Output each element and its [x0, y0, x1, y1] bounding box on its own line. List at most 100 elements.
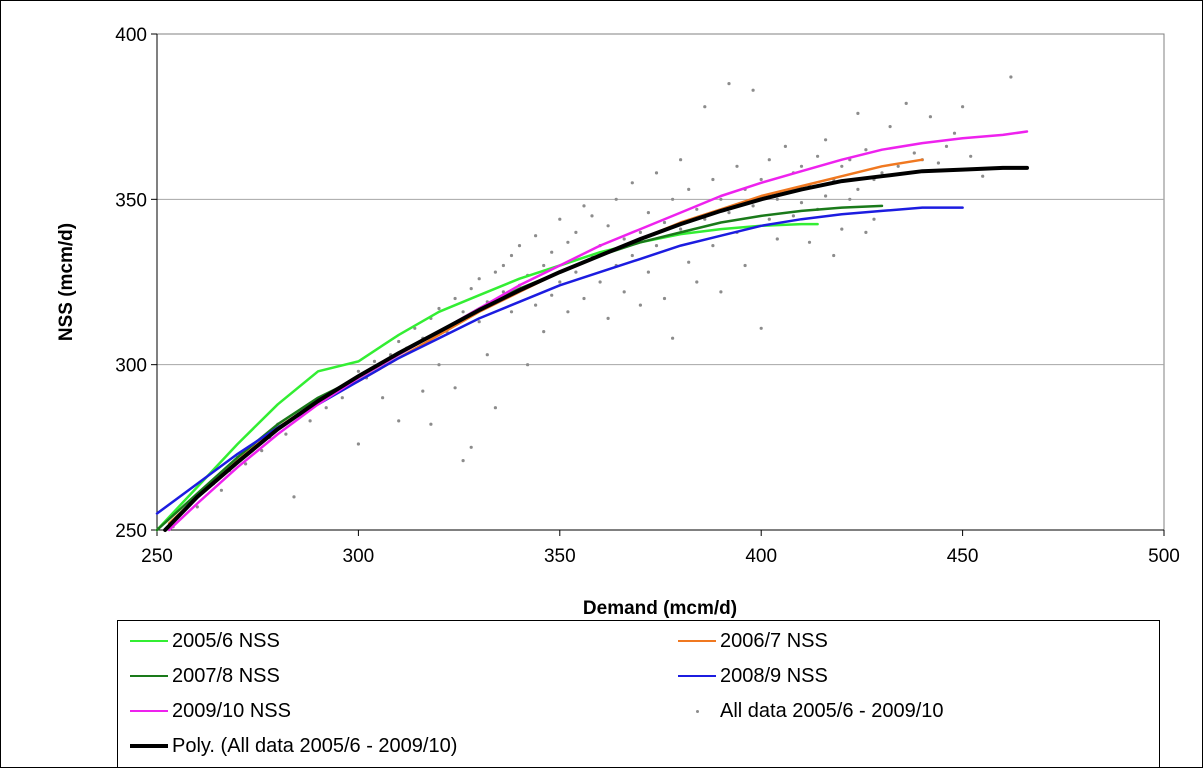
scatter-point [759, 326, 763, 330]
scatter-point [896, 164, 900, 168]
scatter-point [558, 217, 562, 221]
scatter-point [662, 220, 667, 225]
scatter-point [219, 488, 223, 492]
legend-label: All data 2005/6 - 2009/10 [720, 699, 944, 722]
scatter-point [622, 237, 626, 241]
scatter-point [372, 359, 377, 363]
legend-item-2009-10: 2009/10 NSS [130, 698, 291, 724]
scatter-point [526, 363, 530, 367]
scatter-point [638, 230, 643, 234]
scatter-point [799, 164, 804, 168]
scatter-point [654, 171, 659, 175]
scatter-point [671, 336, 675, 340]
scatter-point [751, 88, 755, 92]
x-tick-label-400: 400 [745, 546, 777, 567]
scatter-point [864, 148, 868, 152]
legend-item-2005-6: 2005/6 NSS [130, 628, 280, 654]
scatter-point [614, 197, 618, 201]
scatter-point [606, 316, 610, 320]
scatter-point [542, 330, 546, 334]
scatter-point [824, 138, 828, 142]
scatter-point [679, 227, 683, 231]
scatter-point [638, 303, 643, 307]
scatter-point [477, 277, 481, 281]
x-axis-title: Demand (mcm/d) [583, 598, 737, 619]
scatter-point [840, 164, 844, 168]
legend: 2005/6 NSS 2006/7 NSS 2007/8 NSS 2008/9 … [117, 620, 1160, 768]
scatter-point [981, 174, 985, 178]
scatter-point [477, 320, 481, 324]
scatter-point [284, 432, 288, 436]
scatter-point [928, 115, 933, 119]
legend-swatch-2007-8 [130, 663, 168, 689]
x-tick-label-350: 350 [544, 546, 576, 567]
scatter-point [775, 237, 779, 241]
legend-label: 2009/10 NSS [172, 699, 291, 722]
scatter-point [195, 505, 199, 509]
scatter-point [558, 280, 562, 284]
legend-swatch-all-data [678, 698, 716, 724]
plot-area [156, 33, 1165, 531]
legend-item-2007-8: 2007/8 NSS [130, 663, 280, 689]
scatter-point [622, 290, 626, 294]
scatter-point [493, 270, 497, 274]
scatter-point [969, 154, 973, 158]
scatter-point [727, 211, 731, 215]
scatter-point [807, 240, 812, 244]
scatter-point [590, 214, 594, 218]
legend-label: 2006/7 NSS [720, 629, 828, 652]
scatter-point [324, 406, 328, 410]
scatter-point [566, 310, 570, 314]
scatter-point [630, 181, 634, 185]
scatter-point [799, 201, 804, 205]
scatter-point [260, 449, 264, 453]
scatter-point [461, 310, 465, 314]
scatter-point [687, 187, 691, 191]
scatter-point [356, 369, 360, 373]
series-line-2009-10-nss [167, 130, 1029, 532]
scatter-point [767, 158, 771, 162]
x-tick-label-250: 250 [141, 546, 173, 567]
scatter-point [501, 263, 505, 268]
scatter-point [888, 125, 892, 129]
scatter-point [662, 296, 667, 301]
scatter-point [751, 204, 755, 208]
scatter-point [509, 310, 514, 314]
scatter-point [936, 161, 941, 165]
scatter-point [292, 495, 296, 499]
scatter-point [598, 280, 602, 284]
scatter-point [646, 211, 651, 215]
legend-item-2006-7: 2006/7 NSS [678, 628, 828, 654]
scatter-point [654, 244, 659, 248]
legend-label: 2008/9 NSS [720, 664, 828, 687]
scatter-point [397, 339, 401, 344]
legend-swatch-poly [130, 733, 168, 759]
data-layer [155, 75, 1029, 532]
scatter-point [397, 419, 401, 423]
scatter-point [356, 442, 360, 446]
scatter-point [244, 462, 248, 466]
legend-item-poly-trendline: Poly. (All data 2005/6 - 2009/10) [130, 733, 457, 759]
legend-label: Poly. (All data 2005/6 - 2009/10) [172, 734, 458, 757]
scatter-point [517, 244, 522, 248]
scatter-point [582, 296, 586, 301]
scatter-point [912, 151, 916, 155]
legend-item-all-data: All data 2005/6 - 2009/10 [678, 698, 944, 724]
scatter-point [719, 290, 723, 294]
scatter-point [509, 253, 514, 258]
scatter-point [864, 230, 868, 234]
y-tick-label-250: 250 [115, 521, 147, 542]
axes: 250 300 350 400 250 300 350 400 450 500 [115, 25, 1180, 567]
scatter-point [904, 101, 908, 105]
scatter-point [735, 164, 739, 168]
scatter-point [775, 197, 779, 201]
scatter-point [832, 253, 836, 258]
scatter-point [566, 240, 570, 244]
scatter-point [848, 197, 852, 201]
legend-label: 2005/6 NSS [172, 629, 280, 652]
scatter-point [711, 244, 715, 248]
legend-label: 2007/8 NSS [172, 664, 280, 687]
scatter-point [944, 144, 949, 148]
scatter-point [630, 253, 634, 258]
legend-swatch-2008-9 [678, 663, 716, 689]
